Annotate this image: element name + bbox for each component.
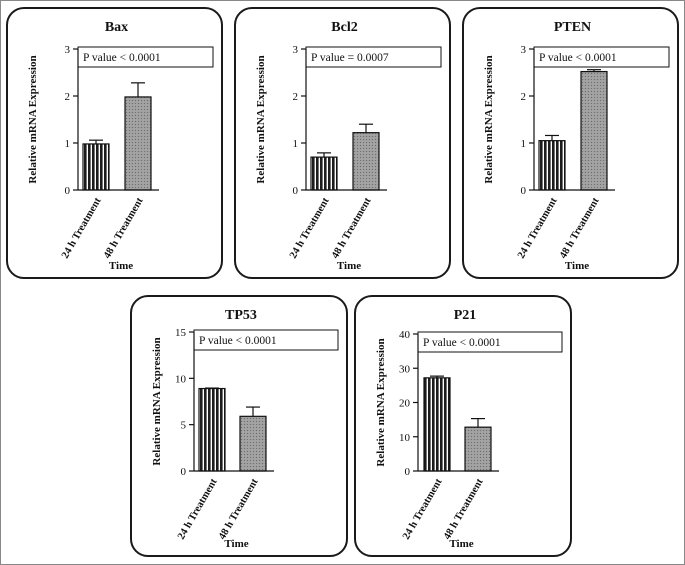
y-tick-label: 1 [521,138,527,150]
y-axis-label: Relative mRNA Expression [255,55,267,183]
chart-title: Bcl2 [331,20,357,35]
panel-bax: Bax P value < 0.0001 0 1 2 3 Relative mRNA Exp… [6,7,223,279]
y-tick-label: 1 [65,138,71,150]
x-category-label: 24 h Treatment [401,477,445,542]
chart-title: P21 [454,308,477,323]
bar-24h [423,377,451,472]
x-category-label: 48 h Treatment [330,196,374,261]
y-tick-label: 0 [293,185,299,197]
y-tick-label: 3 [65,44,71,56]
panel-pten: PTEN P value < 0.0001 0 1 2 3 Relative mRNA Ex… [462,7,679,279]
x-axis-label: Time [224,538,248,550]
x-axis-label: Time [109,260,133,272]
x-axis-label: Time [565,260,589,272]
y-axis-label: Relative mRNA Expression [483,55,495,183]
y-tick-label: 20 [399,398,411,410]
x-category-label: 24 h Treatment [60,196,104,261]
chart-pten: PTEN P value < 0.0001 0 1 2 3 Relative mRNA Ex… [483,20,670,272]
x-category-label: 24 h Treatment [516,196,560,261]
y-tick-label: 3 [521,44,527,56]
chart-title: Bax [105,20,128,35]
x-category-label: 24 h Treatment [288,196,332,261]
y-tick-label: 0 [521,185,527,197]
x-category-label: 48 h Treatment [217,477,261,542]
p-value-annotation: P value < 0.0001 [539,52,617,64]
y-tick-label: 0 [65,185,71,197]
x-category-label: 48 h Treatment [558,196,602,261]
y-tick-label: 5 [181,420,187,432]
p-value-annotation: P value < 0.0001 [83,52,161,64]
chart-title: TP53 [225,308,257,323]
y-tick-label: 0 [181,466,187,478]
y-tick-label: 15 [175,327,187,339]
chart-bax: Bax P value < 0.0001 0 1 2 3 Relative mRNA Exp… [27,20,214,272]
y-tick-label: 10 [399,432,411,444]
y-tick-label: 2 [65,91,71,103]
bar-48h [352,132,380,191]
x-axis-label: Time [449,538,473,550]
p-value-annotation: P value < 0.0001 [423,337,501,349]
chart-p21: P21 P value < 0.0001 0 10 20 30 40 Relative mRN… [375,308,563,550]
y-tick-label: 2 [521,91,527,103]
bar-24h [538,140,566,191]
y-tick-label: 1 [293,138,299,150]
panel-bcl2: Bcl2 P value = 0.0007 0 1 2 3 Relative mRNA Ex… [234,7,451,279]
bar-24h [198,387,226,472]
bar-48h [464,426,492,472]
x-category-label: 48 h Treatment [102,196,146,261]
x-axis-label: Time [337,260,361,272]
y-tick-label: 10 [175,373,187,385]
chart-tp53: TP53 P value < 0.0001 0 5 10 15 Relative mRNA … [151,308,339,550]
y-tick-label: 2 [293,91,299,103]
p-value-annotation: P value < 0.0001 [199,335,277,347]
y-tick-label: 0 [405,466,411,478]
bar-48h [580,70,608,191]
panel-tp53: TP53 P value < 0.0001 0 5 10 15 Relative mRNA … [130,295,348,557]
bar-48h [124,96,152,191]
x-category-label: 48 h Treatment [442,477,486,542]
bar-24h [82,143,110,191]
chart-bcl2: Bcl2 P value = 0.0007 0 1 2 3 Relative mRNA Ex… [255,20,442,272]
y-tick-label: 3 [293,44,299,56]
bar-48h [239,415,267,472]
bar-24h [310,156,338,191]
chart-title: PTEN [554,20,591,35]
panel-p21: P21 P value < 0.0001 0 10 20 30 40 Relative mRN… [354,295,572,557]
p-value-annotation: P value = 0.0007 [311,52,389,64]
y-axis-label: Relative mRNA Expression [151,337,163,465]
y-axis-label: Relative mRNA Expression [27,55,39,183]
y-tick-label: 30 [399,363,411,375]
y-axis-label: Relative mRNA Expression [375,338,387,466]
y-tick-label: 40 [399,329,411,341]
x-category-label: 24 h Treatment [176,477,220,542]
